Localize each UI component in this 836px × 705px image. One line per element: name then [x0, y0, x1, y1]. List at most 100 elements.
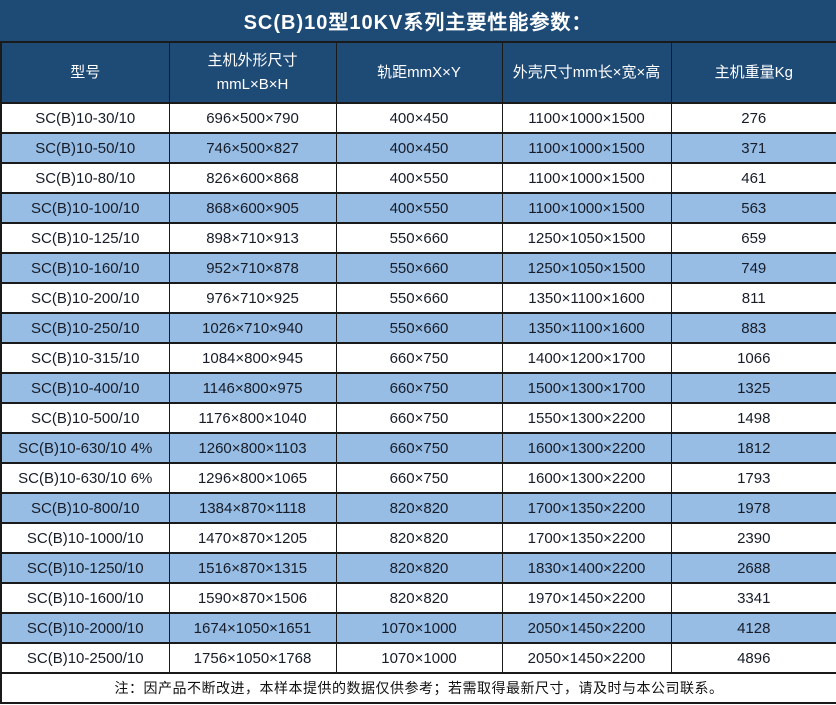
weight-cell: 2390 [670, 522, 836, 554]
shell-size-cell: 1600×1300×2200 [501, 432, 672, 464]
model-cell: SC(B)10-1600/10 [0, 582, 170, 614]
rail-gauge-cell: 820×820 [335, 582, 503, 614]
unit-dimensions-cell: 1516×870×1315 [168, 552, 337, 584]
model-cell: SC(B)10-800/10 [0, 492, 170, 524]
shell-size-cell: 1100×1000×1500 [501, 102, 672, 134]
col-header-unit-dimensions-line2: mmL×B×H [216, 75, 289, 93]
model-cell: SC(B)10-1000/10 [0, 522, 170, 554]
rail-gauge-cell: 400×450 [335, 132, 503, 164]
rail-gauge-cell: 660×750 [335, 462, 503, 494]
table-row: SC(B)10-400/10 1146×800×975 660×750 1500×13… [0, 372, 836, 404]
model-cell: SC(B)10-160/10 [0, 252, 170, 284]
table-row: SC(B)10-250/10 1026×710×940 550×660 1350×11… [0, 312, 836, 344]
weight-cell: 811 [670, 282, 836, 314]
table-row: SC(B)10-50/10 746×500×827 400×450 1100×1000… [0, 132, 836, 164]
weight-cell: 1793 [670, 462, 836, 494]
model-cell: SC(B)10-125/10 [0, 222, 170, 254]
col-header-weight: 主机重量Kg [670, 43, 836, 104]
model-cell: SC(B)10-200/10 [0, 282, 170, 314]
unit-dimensions-cell: 898×710×913 [168, 222, 337, 254]
weight-cell: 4896 [670, 642, 836, 674]
unit-dimensions-cell: 1146×800×975 [168, 372, 337, 404]
table-row: SC(B)10-100/10 868×600×905 400×550 1100×100… [0, 192, 836, 224]
table-row: SC(B)10-630/10 6% 1296×800×1065 660×750 160… [0, 462, 836, 494]
shell-size-cell: 1100×1000×1500 [501, 162, 672, 194]
col-header-model-label: 型号 [70, 63, 101, 81]
table-footer: 注：因产品不断改进，本样本提供的数据仅供参考；若需取得最新尺寸，请及时与本公司联… [0, 672, 836, 704]
table-row: SC(B)10-1000/10 1470×870×1205 820×820 1700×… [0, 522, 836, 554]
table-row: SC(B)10-630/10 4% 1260×800×1103 660×750 160… [0, 432, 836, 464]
weight-cell: 563 [670, 192, 836, 224]
table-row: SC(B)10-200/10 976×710×925 550×660 1350×110… [0, 282, 836, 314]
weight-cell: 3341 [670, 582, 836, 614]
unit-dimensions-cell: 1384×870×1118 [168, 492, 337, 524]
shell-size-cell: 1400×1200×1700 [501, 342, 672, 374]
table-body: SC(B)10-30/10 696×500×790 400×450 1100×1000… [0, 102, 836, 674]
model-cell: SC(B)10-400/10 [0, 372, 170, 404]
table-row: SC(B)10-500/10 1176×800×1040 660×750 1550×1… [0, 402, 836, 434]
shell-size-cell: 1350×1100×1600 [501, 312, 672, 344]
unit-dimensions-cell: 1084×800×945 [168, 342, 337, 374]
col-header-weight-label: 主机重量Kg [714, 63, 793, 81]
model-cell: SC(B)10-1250/10 [0, 552, 170, 584]
shell-size-cell: 2050×1450×2200 [501, 612, 672, 644]
shell-size-cell: 1100×1000×1500 [501, 192, 672, 224]
spec-table: 型号 主机外形尺寸 mmL×B×H 轨距mmX×Y 外壳尺寸mm长×宽×高 主机… [0, 43, 836, 704]
unit-dimensions-cell: 952×710×878 [168, 252, 337, 284]
shell-size-cell: 1100×1000×1500 [501, 132, 672, 164]
shell-size-cell: 1550×1300×2200 [501, 402, 672, 434]
shell-size-cell: 1700×1350×2200 [501, 492, 672, 524]
table-row: SC(B)10-800/10 1384×870×1118 820×820 1700×1… [0, 492, 836, 524]
col-header-unit-dimensions: 主机外形尺寸 mmL×B×H [168, 43, 337, 104]
table-row: SC(B)10-1600/10 1590×870×1506 820×820 1970×… [0, 582, 836, 614]
table-row: SC(B)10-30/10 696×500×790 400×450 1100×1000… [0, 102, 836, 134]
model-cell: SC(B)10-630/10 6% [0, 462, 170, 494]
col-header-shell-size-label: 外壳尺寸mm长×宽×高 [512, 63, 661, 81]
weight-cell: 749 [670, 252, 836, 284]
model-cell: SC(B)10-630/10 4% [0, 432, 170, 464]
table-row: SC(B)10-1250/10 1516×870×1315 820×820 1830×… [0, 552, 836, 584]
unit-dimensions-cell: 868×600×905 [168, 192, 337, 224]
table-row: SC(B)10-2000/10 1674×1050×1651 1070×1000 20… [0, 612, 836, 644]
model-cell: SC(B)10-80/10 [0, 162, 170, 194]
weight-cell: 461 [670, 162, 836, 194]
weight-cell: 2688 [670, 552, 836, 584]
footnote-row: 注：因产品不断改进，本样本提供的数据仅供参考；若需取得最新尺寸，请及时与本公司联… [0, 672, 836, 704]
rail-gauge-cell: 820×820 [335, 522, 503, 554]
shell-size-cell: 1970×1450×2200 [501, 582, 672, 614]
model-cell: SC(B)10-315/10 [0, 342, 170, 374]
weight-cell: 1812 [670, 432, 836, 464]
shell-size-cell: 1350×1100×1600 [501, 282, 672, 314]
model-cell: SC(B)10-50/10 [0, 132, 170, 164]
unit-dimensions-cell: 1026×710×940 [168, 312, 337, 344]
table-row: SC(B)10-80/10 826×600×868 400×550 1100×1000… [0, 162, 836, 194]
rail-gauge-cell: 660×750 [335, 432, 503, 464]
table-header: 型号 主机外形尺寸 mmL×B×H 轨距mmX×Y 外壳尺寸mm长×宽×高 主机… [0, 43, 836, 104]
rail-gauge-cell: 660×750 [335, 372, 503, 404]
footnote: 注：因产品不断改进，本样本提供的数据仅供参考；若需取得最新尺寸，请及时与本公司联… [0, 672, 836, 704]
rail-gauge-cell: 400×450 [335, 102, 503, 134]
weight-cell: 276 [670, 102, 836, 134]
model-cell: SC(B)10-100/10 [0, 192, 170, 224]
shell-size-cell: 2050×1450×2200 [501, 642, 672, 674]
rail-gauge-cell: 820×820 [335, 552, 503, 584]
weight-cell: 1066 [670, 342, 836, 374]
unit-dimensions-cell: 1756×1050×1768 [168, 642, 337, 674]
model-cell: SC(B)10-30/10 [0, 102, 170, 134]
unit-dimensions-cell: 1470×870×1205 [168, 522, 337, 554]
weight-cell: 1325 [670, 372, 836, 404]
rail-gauge-cell: 1070×1000 [335, 612, 503, 644]
col-header-rail-gauge-label: 轨距mmX×Y [377, 63, 461, 81]
unit-dimensions-cell: 696×500×790 [168, 102, 337, 134]
page-title: SC(B)10型10KV系列主要性能参数： [0, 0, 836, 43]
rail-gauge-cell: 550×660 [335, 252, 503, 284]
shell-size-cell: 1830×1400×2200 [501, 552, 672, 584]
table-row: SC(B)10-315/10 1084×800×945 660×750 1400×12… [0, 342, 836, 374]
unit-dimensions-cell: 1260×800×1103 [168, 432, 337, 464]
header-row: 型号 主机外形尺寸 mmL×B×H 轨距mmX×Y 外壳尺寸mm长×宽×高 主机… [0, 43, 836, 104]
col-header-unit-dimensions-line1: 主机外形尺寸 [207, 51, 298, 69]
model-cell: SC(B)10-500/10 [0, 402, 170, 434]
model-cell: SC(B)10-2000/10 [0, 612, 170, 644]
shell-size-cell: 1700×1350×2200 [501, 522, 672, 554]
